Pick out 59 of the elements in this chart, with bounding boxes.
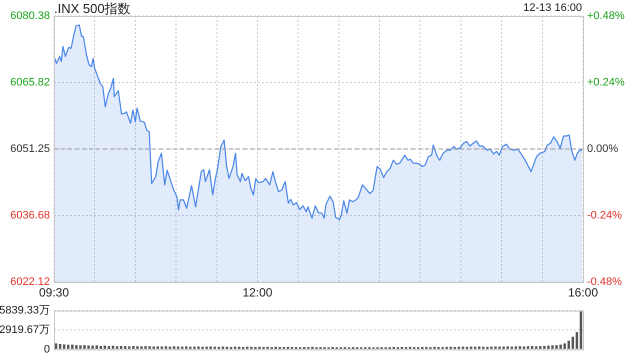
bar bbox=[108, 346, 110, 349]
bar bbox=[555, 345, 558, 349]
bar bbox=[54, 343, 58, 349]
bar bbox=[563, 343, 566, 349]
bar bbox=[197, 346, 200, 349]
bar bbox=[172, 346, 176, 349]
bar bbox=[136, 346, 139, 349]
bar bbox=[58, 344, 62, 349]
bar bbox=[120, 346, 122, 349]
bar bbox=[116, 346, 118, 349]
chart-title: .INX 500指数 bbox=[54, 0, 131, 18]
bar bbox=[547, 346, 550, 349]
bar bbox=[124, 346, 126, 349]
y-tick-label: 6051.25 bbox=[10, 143, 50, 156]
bar bbox=[160, 346, 164, 349]
bar bbox=[543, 346, 546, 349]
y2-tick-label: 0.00% bbox=[587, 143, 618, 156]
bar bbox=[96, 345, 98, 349]
y-tick-label: 6022.12 bbox=[10, 276, 50, 288]
y2-tick-label: -0.48% bbox=[587, 276, 622, 288]
y-tick-label: 5839.33万 bbox=[0, 304, 50, 317]
bar bbox=[71, 344, 74, 349]
bar bbox=[67, 344, 70, 349]
y2-tick-label: +0.48% bbox=[587, 10, 625, 22]
bar bbox=[514, 346, 518, 349]
y-tick-label: 0 bbox=[44, 343, 50, 356]
y-tick-label: 6036.68 bbox=[10, 210, 50, 222]
bar bbox=[91, 346, 94, 349]
bar bbox=[559, 344, 562, 349]
bar bbox=[128, 346, 130, 349]
y2-tick-label: +0.24% bbox=[587, 76, 625, 89]
bar bbox=[534, 346, 538, 349]
bar bbox=[79, 345, 82, 349]
y2-tick-label: -0.24% bbox=[587, 210, 622, 222]
bar bbox=[100, 346, 102, 349]
bar bbox=[506, 346, 509, 349]
bar bbox=[164, 346, 168, 349]
bar bbox=[75, 345, 78, 349]
bar bbox=[148, 346, 151, 349]
y-tick-label: 6080.38 bbox=[10, 10, 50, 22]
y-tick-label: 6065.82 bbox=[10, 76, 50, 89]
bar bbox=[580, 310, 582, 349]
bar bbox=[87, 346, 90, 349]
chart-subtitle: 12-13 16:00 bbox=[523, 2, 582, 14]
bar bbox=[144, 346, 147, 349]
bar bbox=[568, 340, 570, 349]
x-tick-label: 12:00 bbox=[242, 286, 273, 300]
bar bbox=[539, 346, 542, 349]
bar bbox=[156, 346, 159, 349]
y-tick-label: 2919.67万 bbox=[0, 324, 50, 336]
x-tick-label: 09:30 bbox=[38, 286, 70, 300]
bar bbox=[104, 346, 106, 349]
bar bbox=[518, 346, 522, 349]
x-tick-label: 16:00 bbox=[568, 286, 598, 300]
bar bbox=[62, 344, 66, 349]
bar bbox=[526, 346, 530, 349]
bar bbox=[185, 346, 188, 349]
bar bbox=[132, 346, 135, 349]
bar bbox=[530, 346, 534, 349]
